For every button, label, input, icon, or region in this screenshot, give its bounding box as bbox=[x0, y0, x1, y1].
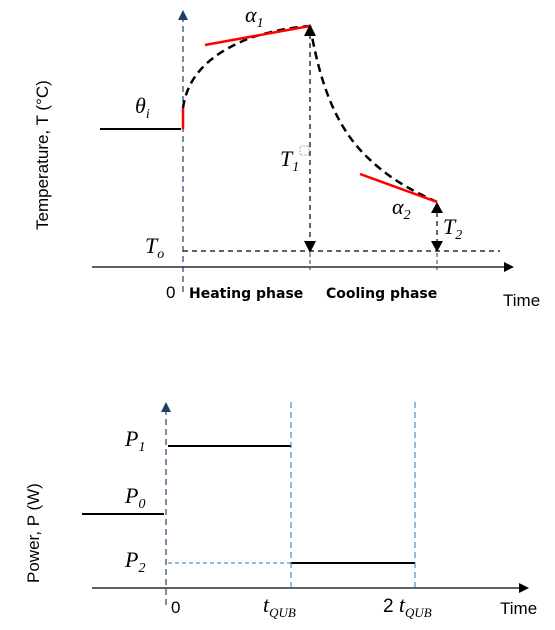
alpha-2-tangent bbox=[359, 172, 438, 204]
p-0-label: P0 bbox=[124, 483, 145, 512]
top-origin-label: 0 bbox=[166, 283, 175, 302]
bottom-y-axis-label: Power, P (W) bbox=[24, 483, 43, 583]
t-2-label: T2 bbox=[443, 214, 462, 243]
alpha-2-label: α2 bbox=[392, 194, 411, 223]
heating-phase-label: Heating phase bbox=[189, 286, 303, 302]
alpha-1-label: α1 bbox=[245, 2, 264, 31]
t-1-label: T1 bbox=[280, 146, 299, 175]
theta-i-label: θi bbox=[135, 93, 150, 122]
temperature-plot: Temperature, T (°C) Time 0 Heating phase… bbox=[33, 2, 540, 310]
bottom-x-axis-label: Time bbox=[500, 599, 537, 618]
power-plot: Power, P (W) Time 0 P1 P0 P2 tQUB 2 tQUB bbox=[24, 402, 537, 620]
alpha-1-tangent bbox=[204, 24, 311, 47]
t-qub-label: tQUB bbox=[263, 592, 296, 620]
cooling-phase-label: Cooling phase bbox=[326, 286, 437, 302]
top-x-axis-label: Time bbox=[503, 291, 540, 310]
two-t-qub-label: 2 tQUB bbox=[383, 592, 432, 620]
p-2-label: P2 bbox=[124, 547, 145, 576]
t-o-label: To bbox=[145, 233, 164, 262]
bottom-origin-label: 0 bbox=[171, 598, 180, 617]
cooling-curve bbox=[308, 25, 438, 204]
p-1-label: P1 bbox=[124, 426, 145, 455]
placeholder-box-icon bbox=[299, 145, 310, 156]
top-y-axis-label: Temperature, T (°C) bbox=[33, 80, 52, 230]
